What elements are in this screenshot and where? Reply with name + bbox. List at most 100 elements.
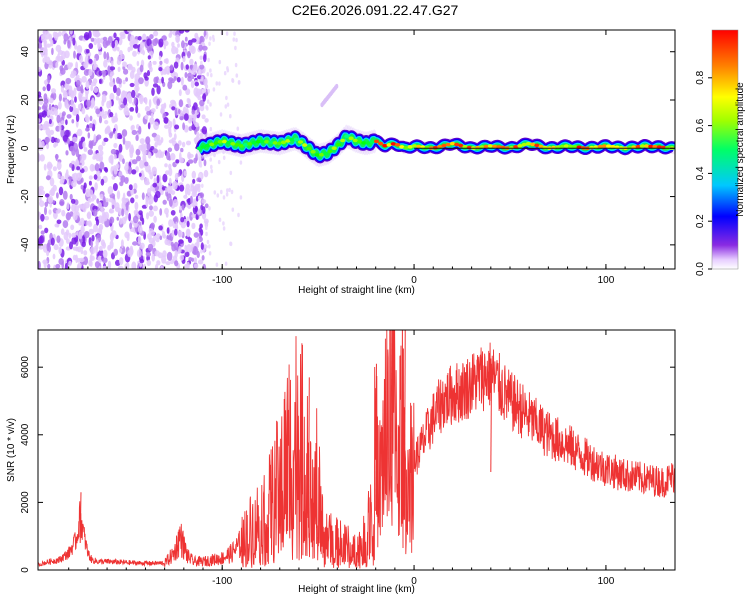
snr-ytick-label: 6000 (20, 356, 31, 379)
noise-speckle (194, 81, 199, 87)
noise-speckle (111, 204, 115, 210)
noise-speckle (71, 237, 77, 245)
ridge-core (411, 144, 417, 148)
ridge-core (437, 144, 443, 149)
ridge-core (462, 144, 468, 149)
noise-speckle (135, 148, 141, 156)
noise-speckle (90, 240, 94, 247)
ridge-core (281, 140, 287, 145)
noise-speckle (232, 37, 236, 42)
noise-speckle (113, 166, 118, 175)
noise-speckle (146, 212, 149, 220)
noise-speckle (48, 103, 52, 111)
noise-speckle (85, 49, 90, 54)
noise-speckle (76, 166, 80, 171)
noise-speckle (152, 38, 158, 47)
noise-speckle (206, 239, 210, 245)
noise-speckle (67, 138, 70, 145)
noise-speckle (38, 140, 42, 148)
noise-speckle (177, 230, 183, 238)
noise-speckle (71, 136, 78, 143)
noise-speckle (62, 91, 68, 99)
noise-speckle (174, 250, 178, 259)
noise-speckle (107, 186, 114, 195)
noise-speckle (98, 223, 104, 231)
noise-speckle (70, 98, 74, 108)
noise-speckle (72, 211, 78, 221)
noise-speckle (141, 217, 145, 225)
noise-speckle (98, 51, 102, 56)
ridge-core (226, 140, 232, 145)
noise-speckle (164, 124, 170, 129)
noise-speckle (170, 153, 176, 161)
noise-speckle (175, 34, 181, 43)
noise-speckle (88, 180, 92, 186)
noise-speckle (109, 111, 114, 118)
noise-speckle (124, 177, 129, 184)
ridge-core (243, 143, 249, 147)
noise-speckle (65, 150, 69, 156)
noise-speckle (64, 262, 68, 269)
noise-speckle (58, 246, 62, 255)
noise-speckle (68, 260, 72, 267)
noise-speckle (60, 56, 64, 62)
noise-speckle (200, 60, 203, 66)
noise-speckle (63, 33, 69, 42)
noise-speckle (58, 186, 64, 196)
noise-speckle (47, 75, 51, 84)
noise-speckle (79, 55, 83, 63)
noise-speckle (197, 195, 201, 200)
noise-speckle (73, 142, 78, 152)
ridge-core (327, 149, 333, 154)
noise-speckle (138, 210, 143, 216)
noise-speckle (133, 210, 138, 215)
noise-speckle (166, 185, 173, 194)
ridge-core (487, 144, 493, 148)
noise-speckle (69, 241, 73, 250)
noise-speckle (84, 231, 90, 239)
noise-speckle (83, 147, 88, 152)
noise-speckle (182, 122, 186, 131)
noise-speckle (146, 142, 151, 151)
noise-speckle (99, 245, 103, 252)
noise-speckle (155, 237, 160, 243)
ridge-core (563, 144, 570, 148)
noise-speckle (138, 144, 144, 151)
noise-speckle (158, 38, 164, 48)
noise-speckle (38, 42, 43, 49)
noise-speckle (116, 87, 121, 97)
noise-speckle (119, 257, 124, 266)
noise-speckle (78, 104, 81, 111)
noise-speckle (186, 97, 190, 104)
noise-speckle (96, 170, 101, 176)
noise-speckle (212, 87, 216, 92)
noise-speckle (102, 265, 107, 269)
noise-speckle (126, 190, 132, 197)
ridge-core (302, 143, 308, 147)
noise-speckle (95, 108, 101, 115)
noise-speckle (193, 257, 197, 264)
noise-speckle (179, 116, 184, 121)
noise-speckle (69, 73, 76, 79)
noise-speckle (226, 188, 229, 193)
noise-speckle (93, 174, 98, 180)
noise-speckle (152, 205, 158, 212)
noise-speckle (87, 149, 94, 156)
noise-speckle (159, 208, 163, 216)
noise-speckle (125, 202, 129, 211)
noise-speckle (76, 128, 83, 137)
noise-speckle (129, 70, 135, 79)
noise-speckle (170, 79, 175, 84)
noise-speckle (177, 43, 180, 48)
noise-speckle (170, 210, 176, 216)
noise-speckle (62, 190, 68, 200)
noise-speckle (187, 204, 192, 210)
noise-speckle (109, 73, 113, 82)
noise-speckle (121, 129, 128, 137)
noise-speckle (39, 47, 45, 55)
heatmap-xtick-label: 0 (411, 275, 417, 286)
noise-speckle (122, 91, 127, 96)
noise-speckle (147, 243, 154, 252)
noise-speckle (61, 111, 66, 117)
